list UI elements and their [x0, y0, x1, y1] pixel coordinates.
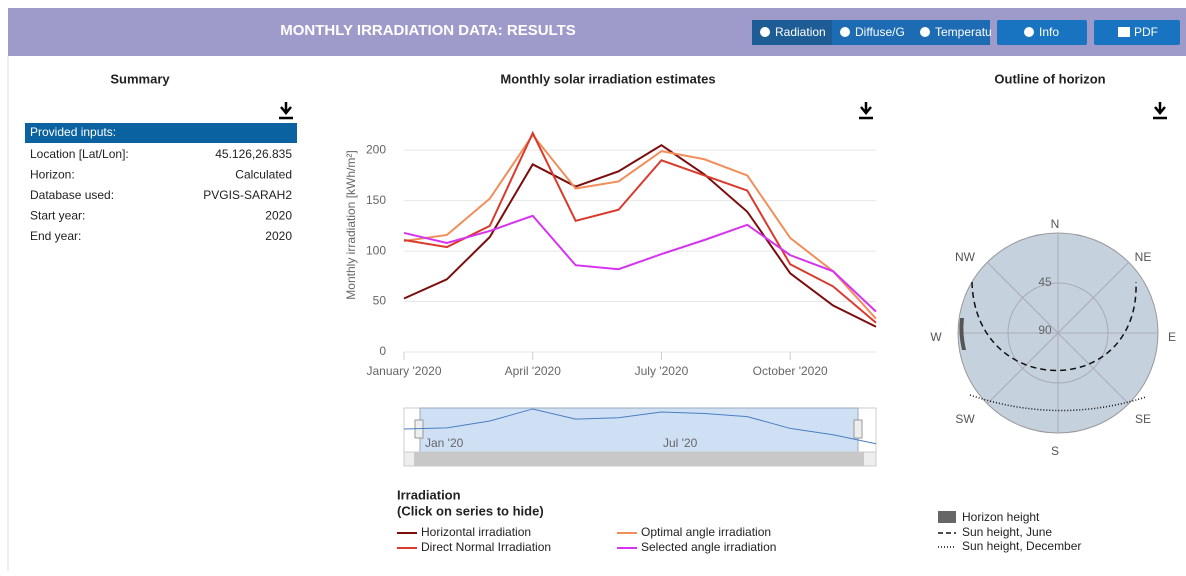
y-tick-label: 200: [366, 142, 386, 156]
button-label[interactable]: Info: [1039, 25, 1059, 39]
direction-label: E: [1168, 330, 1176, 344]
direction-label: W: [930, 330, 942, 344]
legend-title: Irradiation: [397, 487, 461, 502]
row-value: Calculated: [235, 168, 292, 182]
section-title: Summary: [110, 71, 170, 86]
navigator-handle[interactable]: [853, 419, 863, 439]
download-icon[interactable]: [859, 102, 873, 120]
sun-path-december: [969, 394, 1147, 412]
button[interactable]: Radiation: [752, 20, 832, 45]
button[interactable]: Info: [997, 20, 1087, 45]
y-tick-label: 100: [366, 243, 386, 257]
button-label[interactable]: Radiation: [775, 25, 826, 39]
row-label: Database used:: [30, 188, 114, 202]
series-line: [403, 133, 877, 320]
x-tick-label: July '2020: [635, 364, 689, 378]
navigator-label: Jan '20: [425, 436, 464, 450]
horizon-height: [959, 318, 966, 350]
button[interactable]: Temperatu: [912, 20, 992, 45]
row-label: Horizon:: [30, 168, 75, 182]
button[interactable]: Diffuse/G: [832, 20, 912, 45]
download-icon[interactable]: [1153, 102, 1167, 120]
x-tick-label: October '2020: [753, 364, 828, 378]
row-label: Location [Lat/Lon]:: [30, 147, 129, 161]
legend-item[interactable]: Optimal angle irradiation: [617, 525, 771, 539]
direction-label: N: [1051, 217, 1060, 231]
direction-label: SE: [1135, 412, 1151, 426]
legend-label[interactable]: Optimal angle irradiation: [641, 525, 771, 539]
series-line: [403, 143, 877, 328]
legend-item: Sun height, December: [962, 539, 1081, 553]
ring-label: 90: [1038, 323, 1052, 337]
button-label[interactable]: Diffuse/G: [855, 25, 905, 39]
direction-label: SW: [955, 412, 975, 426]
button[interactable]: PDF: [1094, 20, 1180, 45]
row-label: End year:: [30, 229, 81, 243]
row-value: 2020: [265, 209, 292, 223]
navigator-label: Jul '20: [663, 436, 698, 450]
series-line: [403, 214, 877, 313]
table-header-text: Provided inputs:: [30, 125, 116, 139]
table-header: [25, 123, 297, 143]
row-value: PVGIS-SARAH2: [203, 188, 292, 202]
legend-label[interactable]: Selected angle irradiation: [641, 540, 776, 554]
section-title: Outline of horizon: [994, 71, 1105, 86]
spokes: [958, 233, 1158, 433]
ring-label: 45: [1038, 275, 1052, 289]
series-line: [403, 130, 877, 324]
legend-item: Sun height, June: [962, 525, 1052, 539]
y-tick-label: 150: [366, 193, 386, 207]
scrollbar-thumb[interactable]: [414, 452, 864, 466]
row-value: 2020: [265, 229, 292, 243]
download-icon[interactable]: [279, 102, 293, 120]
navigator-line: [403, 408, 877, 445]
button-label[interactable]: Temperatu: [935, 25, 992, 39]
y-tick-label: 50: [373, 294, 387, 308]
direction-label: NE: [1135, 250, 1152, 264]
header-title: MONTHLY IRRADIATION DATA: RESULTS: [280, 22, 576, 39]
direction-label: NW: [955, 250, 976, 264]
legend-symbol: [938, 511, 956, 523]
sun-path-june: [971, 281, 1137, 372]
legend-item[interactable]: Direct Normal Irradiation: [397, 540, 551, 554]
legend-item[interactable]: Selected angle irradiation: [617, 540, 776, 554]
y-axis-label: Monthly irradiation [kWh/m²]: [344, 150, 358, 299]
legend-note: (Click on series to hide): [397, 503, 544, 518]
legend-item[interactable]: Horizontal irradiation: [397, 525, 531, 539]
direction-label: S: [1051, 444, 1059, 458]
legend-item: Horizon height: [962, 510, 1040, 524]
y-tick-label: 0: [379, 344, 386, 358]
legend-label[interactable]: Horizontal irradiation: [421, 525, 531, 539]
legend-label[interactable]: Direct Normal Irradiation: [421, 540, 551, 554]
row-label: Start year:: [30, 209, 85, 223]
row-value: 45.126,26.835: [215, 147, 292, 161]
button-label[interactable]: PDF: [1134, 25, 1158, 39]
x-tick-label: January '2020: [366, 364, 441, 378]
chart-title: Monthly solar irradiation estimates: [500, 71, 715, 86]
x-tick-label: April '2020: [505, 364, 562, 378]
